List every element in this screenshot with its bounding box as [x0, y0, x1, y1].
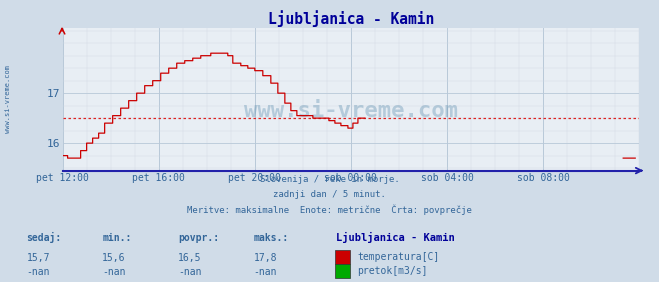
Text: min.:: min.:: [102, 233, 132, 243]
Text: maks.:: maks.:: [254, 233, 289, 243]
Text: Slovenija / reke in morje.: Slovenija / reke in morje.: [260, 175, 399, 184]
Text: povpr.:: povpr.:: [178, 233, 219, 243]
Text: 17,8: 17,8: [254, 253, 277, 263]
Text: sedaj:: sedaj:: [26, 232, 61, 243]
Text: -nan: -nan: [254, 267, 277, 277]
Text: Meritve: maksimalne  Enote: metrične  Črta: povprečje: Meritve: maksimalne Enote: metrične Črta…: [187, 204, 472, 215]
Text: temperatura[C]: temperatura[C]: [357, 252, 440, 262]
Text: -nan: -nan: [102, 267, 126, 277]
Text: zadnji dan / 5 minut.: zadnji dan / 5 minut.: [273, 190, 386, 199]
Title: Ljubljanica - Kamin: Ljubljanica - Kamin: [268, 10, 434, 27]
Text: -nan: -nan: [26, 267, 50, 277]
Text: 15,6: 15,6: [102, 253, 126, 263]
Text: Ljubljanica - Kamin: Ljubljanica - Kamin: [336, 232, 455, 243]
Text: pretok[m3/s]: pretok[m3/s]: [357, 266, 428, 276]
Text: www.si-vreme.com: www.si-vreme.com: [5, 65, 11, 133]
Text: 15,7: 15,7: [26, 253, 50, 263]
Text: -nan: -nan: [178, 267, 202, 277]
Text: 16,5: 16,5: [178, 253, 202, 263]
Text: www.si-vreme.com: www.si-vreme.com: [244, 101, 458, 121]
